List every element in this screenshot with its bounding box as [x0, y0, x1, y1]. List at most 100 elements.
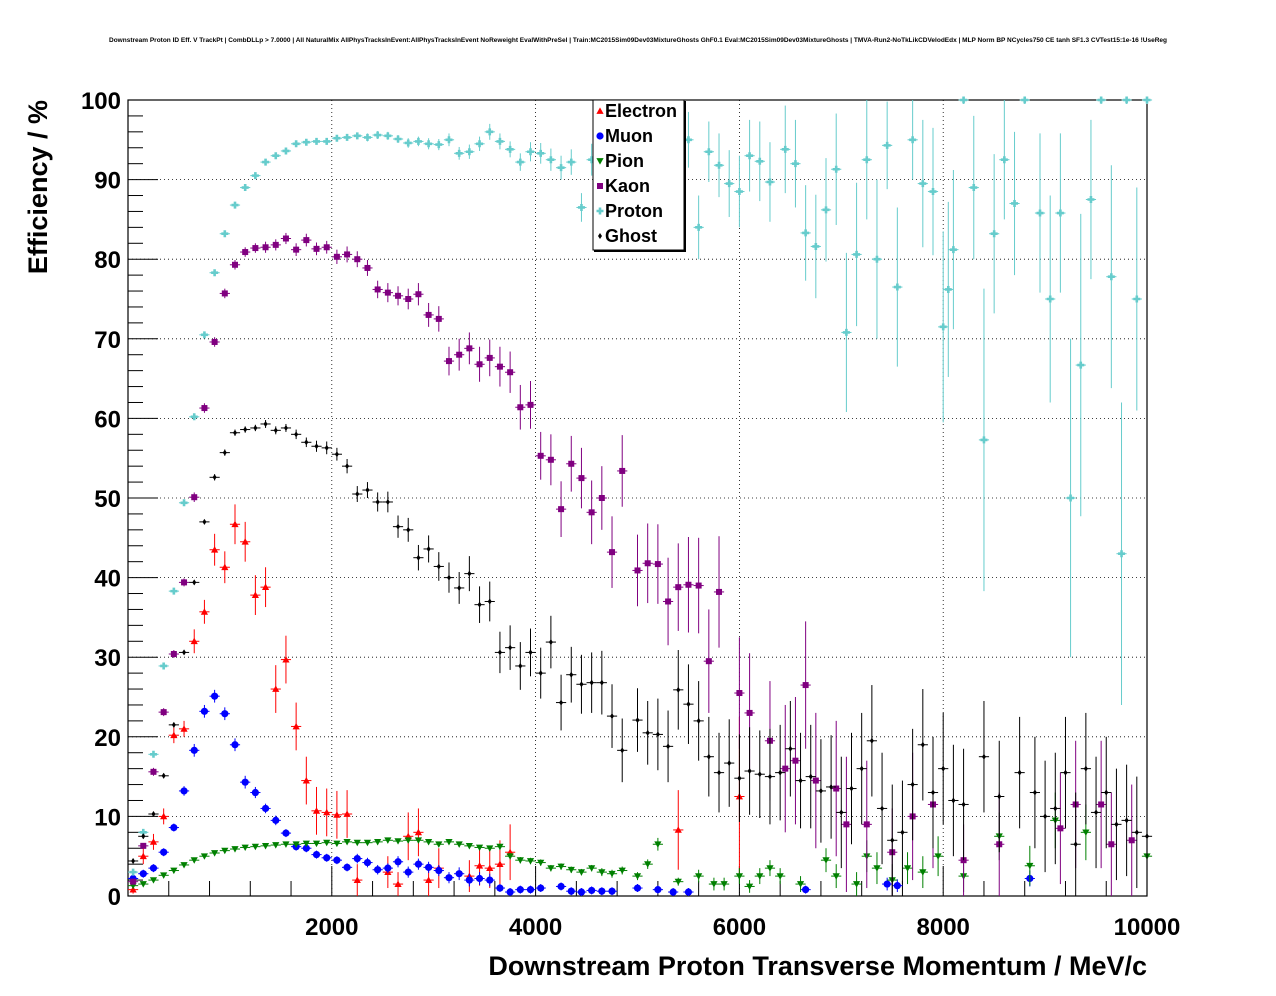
data-point [1036, 209, 1044, 217]
data-point [292, 722, 300, 730]
data-point [243, 426, 248, 433]
data-point [333, 856, 341, 864]
data-point [465, 876, 473, 884]
data-point [282, 841, 290, 848]
data-point [577, 869, 586, 876]
data-point [746, 709, 753, 716]
data-point [939, 323, 947, 331]
data-point [1026, 862, 1034, 870]
data-point [455, 149, 463, 157]
data-point [608, 870, 616, 878]
data-point [282, 147, 290, 155]
data-point [475, 844, 484, 852]
data-point [293, 246, 300, 253]
data-point [241, 538, 249, 545]
data-point [477, 601, 482, 608]
data-point [695, 873, 703, 880]
data-point [588, 509, 595, 516]
data-point [527, 148, 535, 156]
data-point [1098, 801, 1105, 808]
data-point [863, 821, 870, 828]
data-point [221, 710, 229, 718]
data-point [853, 250, 861, 258]
data-point [323, 854, 331, 862]
x-tick-label: 2000 [305, 914, 358, 941]
data-point [404, 139, 412, 147]
data-point [890, 837, 895, 844]
y-tick-label: 30 [94, 645, 121, 672]
data-point [404, 868, 412, 876]
data-point [852, 881, 861, 888]
data-point [766, 178, 774, 186]
data-point [221, 230, 229, 238]
data-point [1082, 829, 1090, 836]
data-point [951, 797, 956, 804]
data-point [149, 750, 157, 758]
data-point [547, 865, 555, 872]
data-point [343, 863, 351, 871]
data-point [343, 810, 351, 817]
x-tick-label: 8000 [917, 914, 970, 941]
data-point [151, 811, 156, 818]
data-point [506, 853, 514, 860]
data-point [263, 420, 268, 427]
y-tick-label: 20 [94, 725, 121, 752]
data-point [849, 785, 854, 792]
data-point [212, 474, 217, 481]
data-point [859, 765, 864, 772]
data-point [262, 158, 270, 166]
data-point [465, 842, 473, 850]
data-point [149, 877, 158, 884]
data-point [436, 563, 441, 570]
data-point [997, 793, 1002, 800]
data-point [516, 857, 524, 864]
data-point [170, 731, 178, 739]
data-point [1057, 825, 1064, 832]
data-point [832, 873, 840, 880]
data-point [496, 137, 504, 145]
data-point [375, 498, 380, 505]
data-point [757, 771, 762, 778]
data-point [599, 679, 604, 686]
y-tick-label: 100 [81, 88, 121, 115]
data-point [832, 165, 840, 173]
series-kaon [128, 232, 1137, 896]
data-point [445, 136, 453, 144]
data-point [486, 128, 494, 136]
data-point [802, 229, 810, 237]
data-point [282, 655, 290, 663]
data-point [788, 745, 793, 752]
legend: Electron Muon Pion Kaon Proton Ghost [592, 99, 686, 252]
data-point [200, 707, 209, 715]
data-point [736, 690, 743, 697]
data-point [686, 701, 691, 708]
legend-marker-muon [596, 132, 604, 140]
data-point [314, 443, 319, 450]
data-point [222, 449, 227, 456]
data-point [527, 401, 534, 408]
data-point [705, 148, 713, 156]
data-point [425, 876, 433, 883]
x-tick-label: 4000 [509, 914, 562, 941]
legend-marker-electron [596, 107, 604, 114]
data-point [180, 499, 188, 507]
data-point [883, 141, 891, 149]
data-point [333, 840, 341, 848]
data-point [333, 134, 341, 142]
data-point [635, 717, 640, 724]
data-point [211, 692, 219, 700]
data-point [231, 741, 239, 749]
data-point [192, 579, 197, 586]
data-point [1094, 809, 1099, 816]
data-point [353, 839, 361, 847]
data-point [919, 180, 927, 188]
data-point [839, 809, 844, 816]
data-point [333, 253, 340, 260]
data-point [737, 775, 742, 782]
data-point [261, 583, 270, 591]
data-point [665, 598, 672, 605]
data-point [588, 886, 596, 895]
data-point [941, 765, 946, 772]
data-point [644, 861, 652, 868]
data-point [577, 203, 585, 211]
